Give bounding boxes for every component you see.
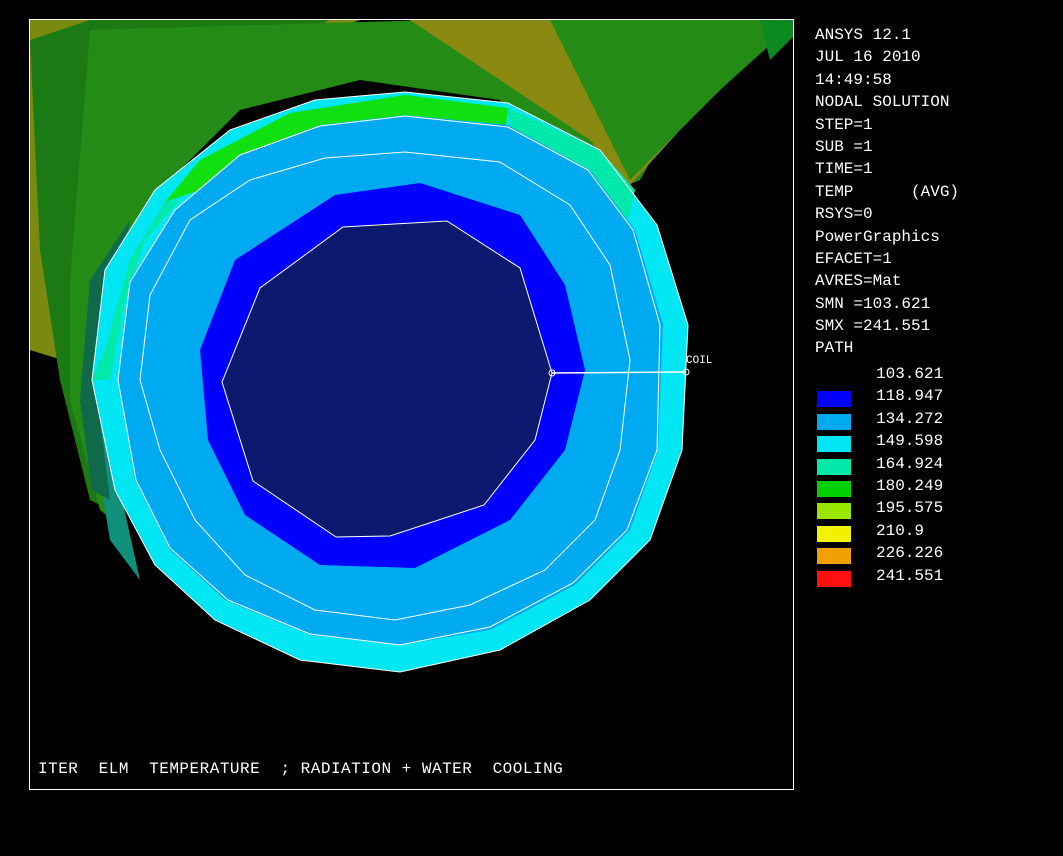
legend-row: 103.621 bbox=[815, 363, 1055, 385]
legend-value: 134.272 bbox=[876, 409, 944, 428]
legend-value: 149.598 bbox=[876, 432, 944, 451]
legend-swatch bbox=[817, 436, 851, 453]
legend-row: 180.249 bbox=[815, 475, 1055, 497]
legend-swatch bbox=[817, 525, 851, 542]
shell-green-right bbox=[550, 20, 793, 180]
legend-value: 195.575 bbox=[876, 499, 944, 518]
path-start-marker bbox=[548, 369, 556, 377]
legend-swatch bbox=[817, 548, 851, 565]
legend-value: 241.551 bbox=[876, 566, 944, 585]
contour-legend: 103.621 118.947 134.272 149.598 164.924 180.2… bbox=[815, 363, 1055, 587]
legend-swatch bbox=[817, 570, 851, 587]
legend-value: 103.621 bbox=[876, 365, 944, 383]
info-line: EFACET=1 bbox=[815, 249, 892, 268]
info-line: ANSYS 12.1 bbox=[815, 26, 912, 44]
coil-path: COIL bbox=[548, 355, 712, 377]
inner-core bbox=[221, 220, 553, 538]
shell-teal-left bbox=[90, 195, 165, 580]
legend-row: 134.272 bbox=[815, 408, 1055, 430]
legend-value: 226.226 bbox=[876, 544, 944, 563]
legend-value: 164.924 bbox=[876, 454, 944, 473]
info-line: 14:49:58 bbox=[815, 70, 892, 89]
outline-outer bbox=[91, 91, 689, 673]
plot-title: ITER ELM TEMPERATURE ; RADIATION + WATER… bbox=[38, 760, 564, 778]
element-outlines bbox=[91, 91, 689, 673]
info-line: NODAL SOLUTION bbox=[815, 93, 950, 112]
legend-swatch bbox=[817, 458, 851, 475]
legend-value: 118.947 bbox=[876, 387, 944, 406]
shell-green-corner bbox=[760, 20, 793, 60]
outline-mid bbox=[117, 115, 661, 646]
ring-seafoam-left bbox=[92, 200, 180, 380]
legend-row: 149.598 bbox=[815, 430, 1055, 453]
info-panel: ANSYS 12.1 JUL 16 2010 14:49:58 NODAL SO… bbox=[815, 24, 1055, 360]
legend-value: 210.9 bbox=[876, 521, 925, 540]
path-label: COIL bbox=[686, 355, 712, 367]
legend-row: 195.575 bbox=[815, 497, 1055, 520]
legend-value: 180.249 bbox=[876, 476, 944, 495]
info-line: JUL 16 2010 bbox=[815, 48, 921, 67]
legend-row: 226.226 bbox=[815, 542, 1055, 565]
contour-plot: COIL bbox=[30, 20, 793, 673]
info-line: SUB =1 bbox=[815, 137, 873, 156]
legend-row: 164.924 bbox=[815, 453, 1055, 475]
legend-row: 210.9 bbox=[815, 520, 1055, 542]
legend-swatch bbox=[817, 413, 851, 430]
inner-contours bbox=[200, 183, 585, 568]
info-line: AVRES=Mat bbox=[815, 272, 902, 291]
info-line: SMN =103.621 bbox=[815, 294, 931, 313]
path-line bbox=[551, 371, 687, 374]
info-line: SMX =241.551 bbox=[815, 317, 931, 336]
legend-row: 241.551 bbox=[815, 565, 1055, 587]
info-line: TIME=1 bbox=[815, 160, 873, 179]
path-end-marker bbox=[682, 368, 690, 376]
legend-swatch bbox=[817, 480, 851, 497]
legend-swatch bbox=[817, 503, 851, 520]
info-line: STEP=1 bbox=[815, 115, 873, 134]
info-line: RSYS=0 bbox=[815, 205, 873, 224]
graphics-viewport[interactable]: COIL ITER ELM TEMPERATURE ; RADIATION + … bbox=[29, 19, 794, 790]
legend-row: 118.947 bbox=[815, 385, 1055, 408]
legend-swatch bbox=[817, 391, 851, 408]
outline-inner bbox=[139, 151, 631, 621]
info-line: TEMP (AVG) bbox=[815, 182, 960, 201]
info-line: PATH bbox=[815, 339, 854, 358]
info-line: PowerGraphics bbox=[815, 227, 940, 246]
